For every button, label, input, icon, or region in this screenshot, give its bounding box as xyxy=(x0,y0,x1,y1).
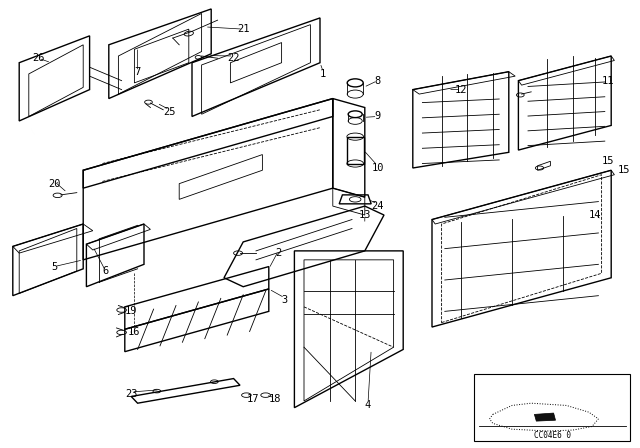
Text: 7: 7 xyxy=(134,67,141,77)
Text: 25: 25 xyxy=(163,107,176,117)
Polygon shape xyxy=(534,413,556,421)
Text: 8: 8 xyxy=(374,76,381,86)
Text: 21: 21 xyxy=(237,24,250,34)
Text: 10: 10 xyxy=(371,163,384,173)
Text: 23: 23 xyxy=(125,389,138,399)
Text: 19: 19 xyxy=(125,306,138,316)
Text: 16: 16 xyxy=(128,327,141,336)
Text: 24: 24 xyxy=(371,201,384,211)
Text: 12: 12 xyxy=(454,85,467,95)
Text: 3: 3 xyxy=(282,295,288,305)
Text: 15: 15 xyxy=(618,165,630,175)
Text: 26: 26 xyxy=(32,53,45,63)
Text: 9: 9 xyxy=(374,112,381,121)
Text: 14: 14 xyxy=(589,210,602,220)
Text: 6: 6 xyxy=(102,266,109,276)
Text: 15: 15 xyxy=(602,156,614,166)
Text: 20: 20 xyxy=(48,179,61,189)
Text: 11: 11 xyxy=(602,76,614,86)
Text: 18: 18 xyxy=(269,394,282,404)
Text: CC04E6 0: CC04E6 0 xyxy=(534,431,571,440)
Text: 4: 4 xyxy=(365,401,371,410)
Text: 5: 5 xyxy=(51,262,58,271)
Text: 1: 1 xyxy=(320,69,326,79)
Text: 2: 2 xyxy=(275,248,282,258)
Text: 17: 17 xyxy=(246,394,259,404)
Text: 22: 22 xyxy=(227,53,240,63)
FancyBboxPatch shape xyxy=(474,374,630,441)
Text: 13: 13 xyxy=(358,210,371,220)
